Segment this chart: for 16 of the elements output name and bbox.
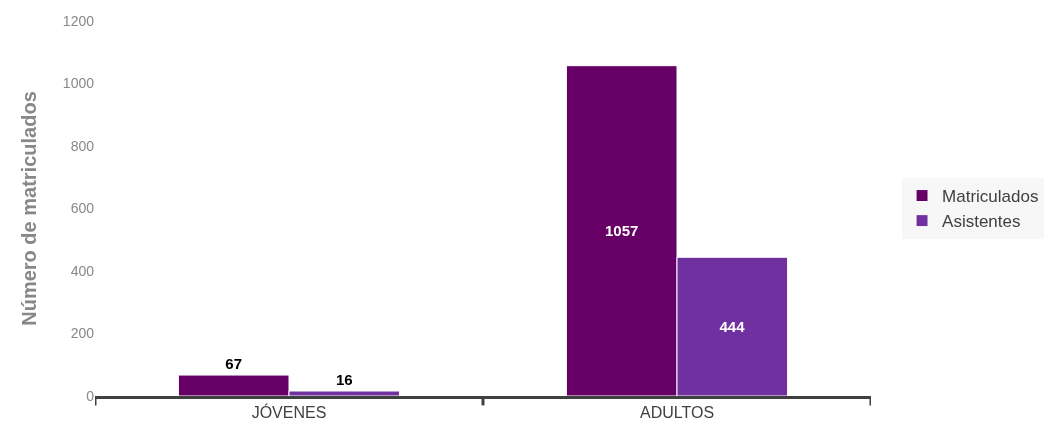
y-tick-label: 600 [70, 200, 95, 217]
y-tick-label: 1200 [62, 12, 95, 29]
data-label: 67 [225, 355, 243, 373]
data-label: 16 [335, 371, 353, 388]
y-tick-label: 0 [86, 387, 95, 404]
y-tick-label: 800 [70, 137, 95, 154]
data-label: 444 [719, 318, 746, 336]
y-tick-label: 1000 [62, 75, 95, 92]
y-tick-label: 200 [70, 325, 95, 342]
x-tick-label: ADULTOS [639, 404, 715, 422]
data-label: 1057 [605, 222, 639, 240]
y-axis-title: Número de matriculados [18, 91, 41, 326]
x-tick-label: JÓVENES [251, 403, 327, 422]
y-tick-label: 400 [70, 262, 95, 279]
legend-label: Matriculados [942, 187, 1039, 207]
legend-label: Asistentes [942, 212, 1021, 232]
